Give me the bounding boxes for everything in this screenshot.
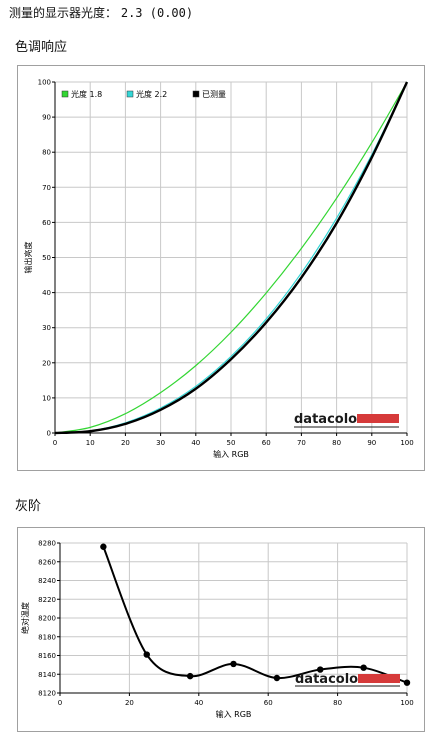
legend-swatch-1: [61, 90, 69, 98]
x-tick-label: 60: [262, 439, 271, 447]
x-tick-label: 20: [121, 439, 130, 447]
x-tick-label: 60: [264, 699, 273, 707]
x-tick-label: 0: [58, 699, 62, 707]
data-point: [186, 672, 194, 680]
legend-label-2: 光度 2.2: [136, 89, 167, 99]
measured-gamma: 测量的显示器光度： 2.3 (0.00): [9, 4, 193, 21]
x-tick-label: 10: [86, 439, 95, 447]
y-tick-label: 8240: [38, 577, 56, 585]
grayscale-heading: 灰阶: [15, 499, 42, 514]
y-axis-title: 输出亮度: [23, 242, 33, 274]
y-tick-label: 50: [42, 254, 51, 262]
x-tick-label: 100: [400, 439, 413, 447]
y-tick-label: 30: [42, 324, 51, 332]
data-point: [143, 651, 150, 658]
x-tick-label: 40: [191, 439, 200, 447]
y-tick-label: 8260: [38, 558, 56, 566]
y-tick-label: 8140: [38, 671, 56, 679]
legend-label-1: 光度 1.8: [71, 89, 102, 99]
y-tick-label: 8200: [38, 615, 56, 623]
series-line-1: [102, 546, 408, 684]
x-tick-label: 40: [194, 699, 203, 707]
x-tick-label: 30: [156, 439, 165, 447]
y-tick-label: 8180: [38, 633, 56, 641]
tone-response-chart: 0 10 20 30 40 50 60 70 80 90 100 0 10 20 30 40 50 60 70 80 9…: [23, 79, 414, 460]
data-point: [360, 664, 367, 671]
legend-swatch-3: [192, 90, 200, 98]
measured-gamma-label: 测量的显示器光度：: [9, 6, 118, 20]
y-tick-label: 40: [42, 289, 51, 297]
series-line-1: [54, 81, 408, 434]
datacolor-logo-text: datacolor: [294, 412, 364, 427]
y-tick-label: 8220: [38, 596, 56, 604]
y-tick-label: 8120: [38, 690, 56, 698]
y-tick-label: 10: [42, 394, 51, 402]
x-tick-label: 50: [227, 439, 236, 447]
x-tick-label: 80: [333, 699, 342, 707]
datacolor-logo-bar: [357, 414, 399, 423]
grayscale-chart: 0 20 40 60 80 100 8120 8140 8160 8180 8200 8220 8240…: [20, 540, 414, 720]
data-point: [403, 679, 411, 686]
x-tick-label: 100: [400, 699, 413, 707]
y-tick-label: 0: [47, 430, 51, 438]
y-tick-label: 20: [42, 359, 51, 367]
datacolor-logo-text: datacolor: [295, 672, 365, 687]
tone-response-heading: 色调响应: [15, 40, 68, 55]
data-point: [317, 666, 324, 673]
y-tick-label: 8280: [38, 540, 56, 548]
legend-swatch-2: [126, 90, 134, 98]
x-tick-label: 80: [332, 439, 341, 447]
y-tick-label: 80: [42, 149, 51, 157]
y-tick-label: 90: [42, 114, 51, 122]
y-tick-label: 60: [42, 219, 51, 227]
x-axis-title: 输入 RGB: [213, 449, 249, 459]
y-tick-label: 8160: [38, 652, 56, 660]
x-tick-label: 0: [53, 439, 57, 447]
data-point: [100, 543, 107, 550]
grayscale-panel: 0 20 40 60 80 100 8120 8140 8160 8180 8200 8220 8240…: [17, 527, 425, 732]
data-point: [230, 660, 237, 668]
x-axis-title: 输入 RGB: [216, 709, 252, 719]
series-line-3: [54, 81, 409, 435]
y-tick-label: 100: [38, 79, 51, 87]
legend-label-3: 已测量: [202, 90, 226, 99]
data-point: [273, 674, 281, 682]
y-tick-label: 70: [42, 184, 51, 192]
measured-gamma-value: 2.3 (0.00): [120, 6, 194, 20]
y-axis-title: 绝对温度: [20, 602, 30, 634]
x-tick-label: 20: [125, 699, 134, 707]
x-tick-label: 70: [297, 439, 306, 447]
datacolor-logo-bar: [358, 674, 400, 683]
x-tick-label: 90: [367, 439, 376, 447]
tone-response-panel: 0 10 20 30 40 50 60 70 80 90 100 0 10 20 30 40 50 60 70 80 9…: [17, 65, 425, 471]
